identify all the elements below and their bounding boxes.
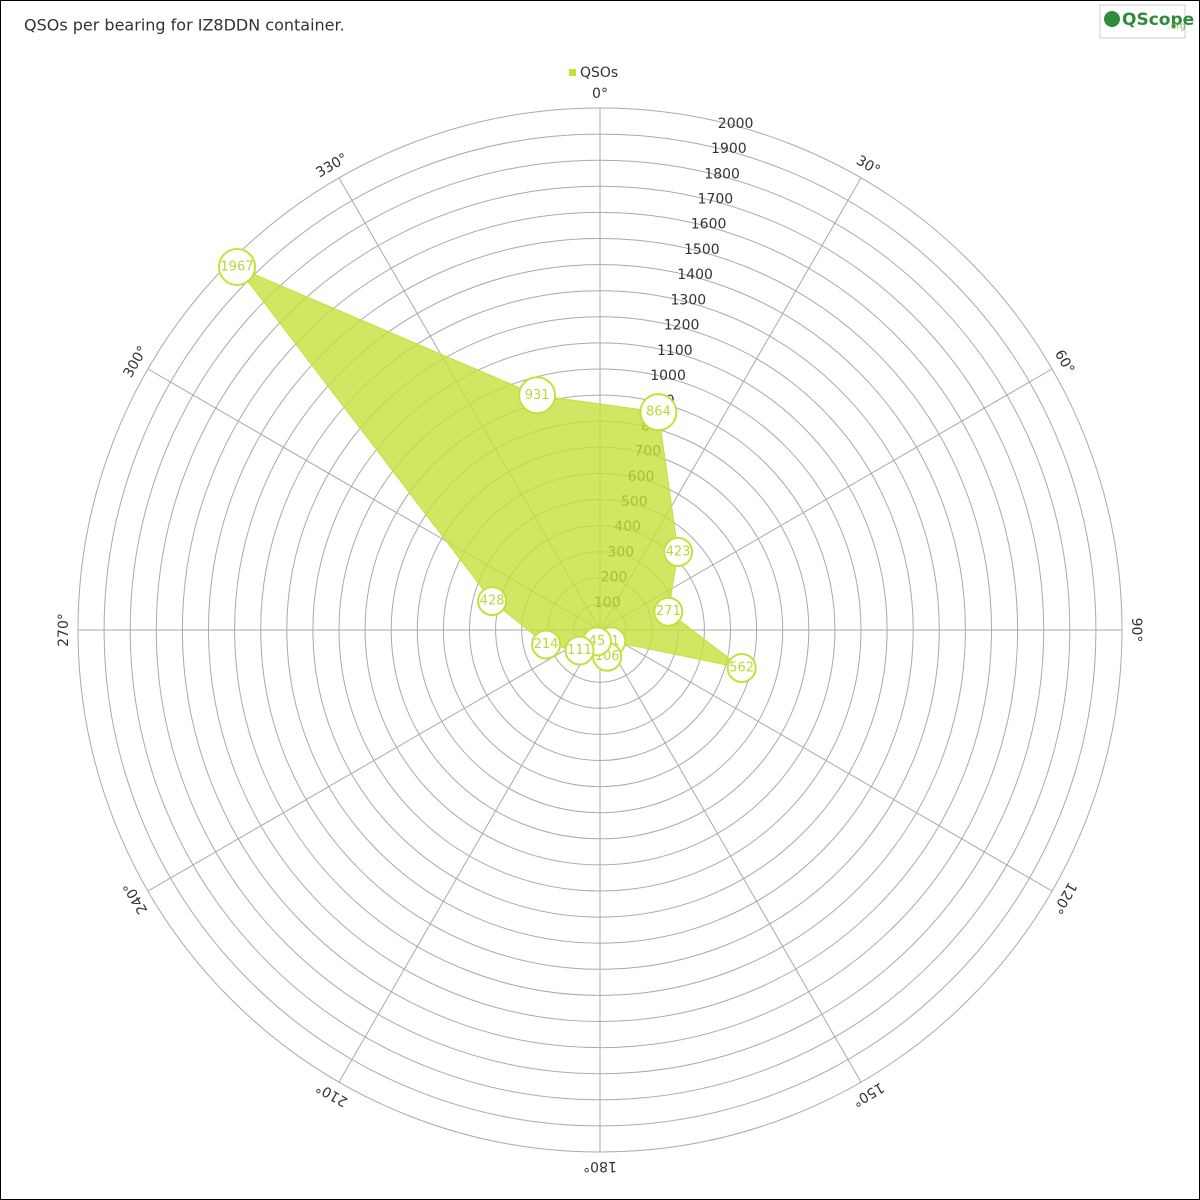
value-label: 931 — [525, 388, 550, 403]
x-tick-label: 90° — [1128, 618, 1144, 643]
logo: QScope — [1122, 10, 1194, 30]
logo-suffix: .org — [1168, 22, 1186, 32]
value-label: 864 — [646, 405, 671, 420]
grid-spoke — [147, 629, 601, 892]
point — [653, 596, 684, 627]
point — [639, 393, 678, 432]
value-label: 111 — [567, 643, 592, 658]
y-tick-label: 1000 — [650, 368, 686, 384]
point — [531, 629, 562, 660]
value-label: 271 — [656, 604, 681, 619]
grid-spoke — [599, 629, 862, 1083]
y-tick-label: 1300 — [671, 292, 707, 308]
x-tick-label: 270° — [56, 613, 72, 647]
x-tick-label: 180° — [583, 1158, 617, 1174]
logo-icon — [1104, 11, 1120, 27]
value-label: 428 — [480, 594, 505, 609]
point — [564, 635, 595, 666]
legend-swatch — [569, 69, 576, 76]
point — [217, 247, 256, 286]
y-tick-label: 1200 — [664, 318, 700, 334]
value-label: 214 — [534, 637, 559, 652]
value-label: 562 — [729, 660, 754, 675]
y-tick-label: 1400 — [677, 267, 713, 283]
point — [663, 536, 694, 567]
value-label: 423 — [666, 544, 691, 559]
y-tick-label: 1500 — [684, 242, 720, 258]
y-tick-label: 1900 — [711, 141, 747, 157]
x-tick-label: 0° — [592, 86, 608, 102]
y-tick-label: 1700 — [698, 191, 734, 207]
value-label: 1967 — [220, 259, 253, 274]
grid-spoke — [599, 368, 1053, 631]
point — [477, 586, 508, 617]
y-tick-label: 2000 — [718, 116, 754, 132]
grid-spoke — [599, 629, 1053, 892]
point — [726, 652, 757, 683]
y-tick-label: 1800 — [704, 166, 740, 182]
y-tick-label: 1100 — [657, 343, 693, 359]
grid-spoke — [338, 629, 601, 1083]
point — [518, 376, 557, 415]
y-tick-label: 1600 — [691, 217, 727, 233]
chart-title: QSOs per bearing for IZ8DDN container. — [24, 16, 345, 35]
legend-label: QSOs — [580, 65, 618, 81]
